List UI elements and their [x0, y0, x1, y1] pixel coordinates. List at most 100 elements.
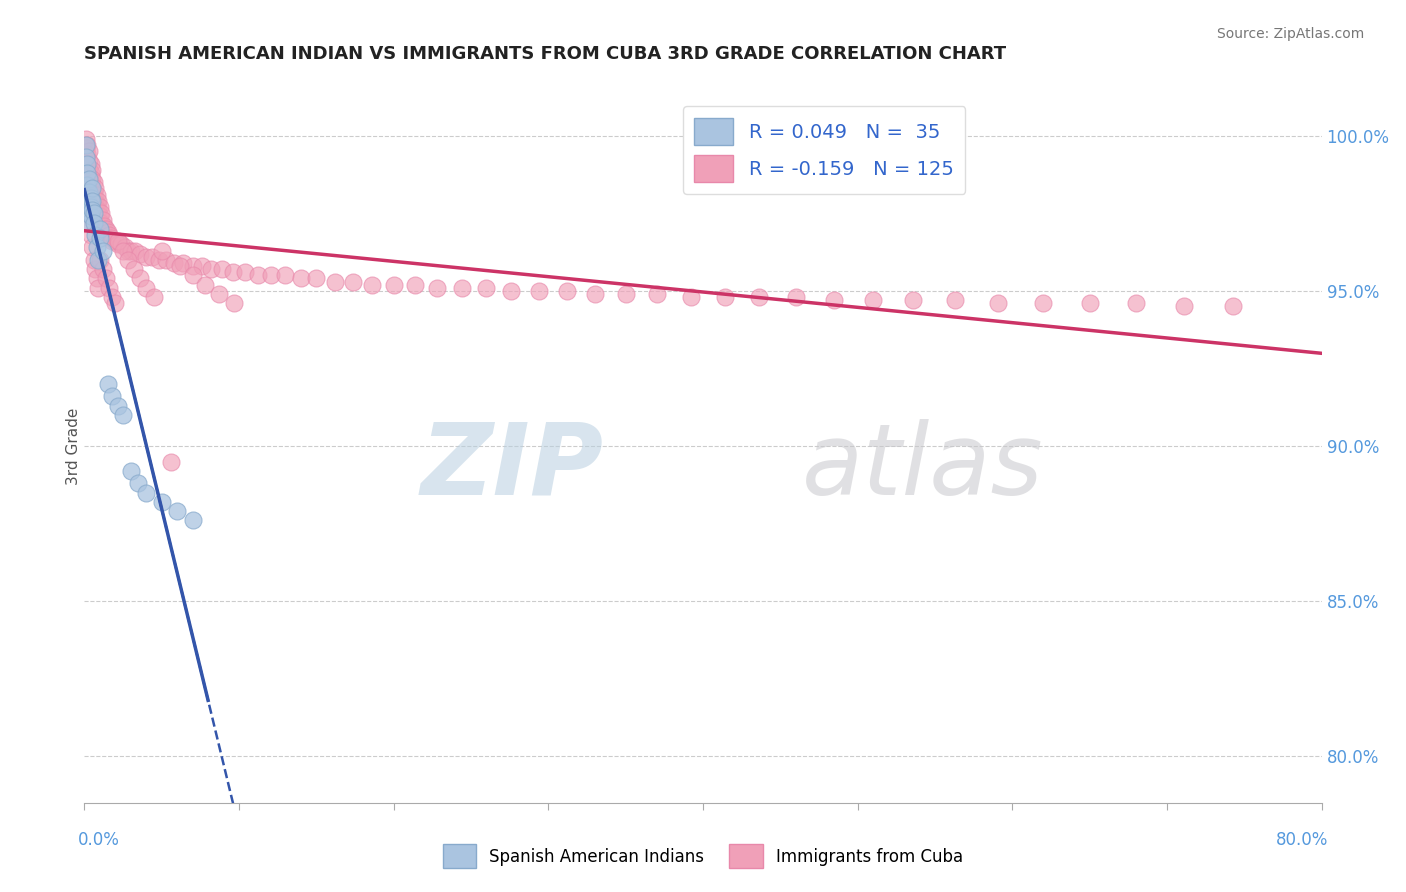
Point: [91, 212, 114, 227]
Point: [98, 227, 121, 242]
Point: [76, 194, 98, 208]
Point: [77, 162, 100, 177]
Point: [222, 265, 245, 279]
Point: [1222, 299, 1244, 313]
Point: [155, 252, 177, 267]
Point: [426, 281, 449, 295]
Point: [110, 237, 132, 252]
Point: [614, 287, 637, 301]
Point: [82, 194, 104, 208]
Point: [76, 160, 98, 174]
Point: [87, 203, 110, 218]
Point: [84, 262, 107, 277]
Point: [107, 399, 129, 413]
Point: [150, 244, 173, 258]
Point: [181, 513, 204, 527]
Point: [79, 166, 101, 180]
Point: [82, 162, 104, 177]
Point: [124, 244, 146, 258]
Point: [141, 250, 163, 264]
Point: [104, 234, 127, 248]
Point: [101, 389, 124, 403]
Point: [501, 284, 523, 298]
Point: [224, 296, 246, 310]
Point: [342, 275, 364, 289]
Point: [450, 281, 472, 295]
Point: [77, 197, 100, 211]
Point: [107, 234, 129, 248]
Point: [862, 293, 884, 308]
Legend: Spanish American Indians, Immigrants from Cuba: Spanish American Indians, Immigrants fro…: [436, 838, 970, 875]
Point: [361, 277, 384, 292]
Point: [83, 206, 105, 220]
Point: [75, 132, 97, 146]
Point: [135, 281, 157, 295]
Text: Source: ZipAtlas.com: Source: ZipAtlas.com: [1216, 27, 1364, 41]
Point: [82, 191, 104, 205]
Point: [135, 485, 157, 500]
Point: [84, 200, 107, 214]
Point: [79, 227, 101, 242]
Point: [87, 194, 110, 208]
Point: [77, 216, 100, 230]
Point: [87, 252, 110, 267]
Point: [83, 185, 105, 199]
Point: [172, 256, 194, 270]
Point: [163, 256, 186, 270]
Point: [79, 210, 101, 224]
Point: [129, 271, 152, 285]
Point: [76, 138, 98, 153]
Text: atlas: atlas: [801, 419, 1043, 516]
Point: [128, 476, 150, 491]
Point: [83, 252, 105, 267]
Point: [75, 151, 97, 165]
Point: [75, 151, 97, 165]
Point: [86, 240, 108, 254]
Point: [90, 206, 112, 220]
Point: [89, 252, 111, 267]
Point: [90, 216, 112, 230]
Point: [555, 284, 578, 298]
Point: [824, 293, 846, 308]
Point: [94, 271, 117, 285]
Point: [79, 191, 101, 205]
Point: [1125, 296, 1147, 310]
Point: [77, 153, 100, 168]
Point: [748, 290, 770, 304]
Point: [100, 231, 122, 245]
Point: [101, 290, 124, 304]
Point: [290, 271, 312, 285]
Point: [89, 210, 111, 224]
Point: [86, 271, 108, 285]
Point: [79, 185, 101, 199]
Point: [77, 172, 100, 186]
Point: [129, 246, 152, 260]
Point: [87, 281, 110, 295]
Point: [404, 277, 426, 292]
Point: [89, 231, 111, 245]
Point: [76, 206, 98, 220]
Point: [679, 290, 702, 304]
Point: [181, 259, 204, 273]
Point: [75, 141, 97, 155]
Point: [77, 206, 100, 220]
Point: [323, 275, 346, 289]
Point: [76, 147, 98, 161]
Point: [713, 290, 735, 304]
Point: [101, 234, 124, 248]
Point: [76, 169, 98, 183]
Point: [583, 287, 606, 301]
Point: [77, 181, 100, 195]
Point: [82, 203, 104, 218]
Point: [122, 262, 145, 277]
Point: [86, 187, 108, 202]
Point: [117, 252, 139, 267]
Point: [112, 244, 135, 258]
Point: [82, 181, 104, 195]
Point: [160, 454, 183, 468]
Point: [76, 178, 98, 193]
Point: [79, 200, 101, 214]
Point: [943, 293, 966, 308]
Point: [150, 495, 173, 509]
Text: ZIP: ZIP: [420, 419, 605, 516]
